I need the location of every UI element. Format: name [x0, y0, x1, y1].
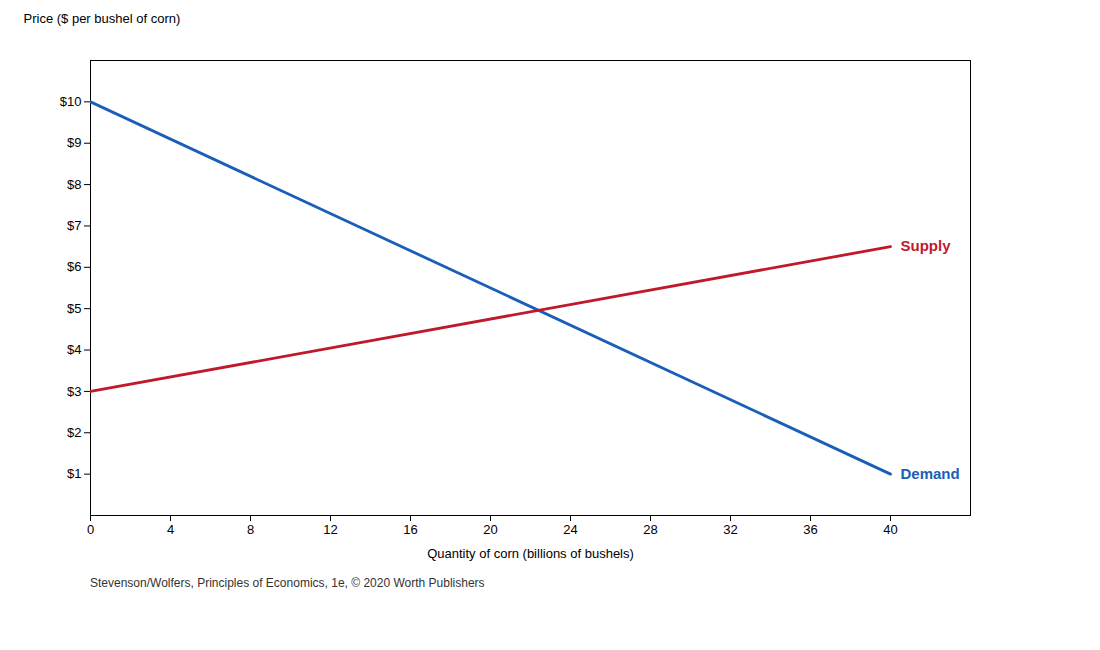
svg-text:16: 16 — [403, 522, 417, 537]
svg-text:$10: $10 — [60, 94, 82, 109]
svg-text:$5: $5 — [67, 301, 81, 316]
svg-text:24: 24 — [563, 522, 577, 537]
svg-text:36: 36 — [803, 522, 817, 537]
svg-text:40: 40 — [883, 522, 897, 537]
svg-text:0: 0 — [87, 522, 94, 537]
svg-text:28: 28 — [643, 522, 657, 537]
svg-text:8: 8 — [247, 522, 254, 537]
svg-text:32: 32 — [723, 522, 737, 537]
html-text:Stevenson/Wolfers, Principles: Stevenson/Wolfers, Principles of Economi… — [90, 576, 485, 590]
svg-text:$9: $9 — [67, 135, 81, 150]
svg-text:20: 20 — [483, 522, 497, 537]
svg-text:12: 12 — [323, 522, 337, 537]
svg-text:4: 4 — [167, 522, 174, 537]
svg-text:$1: $1 — [67, 466, 81, 481]
svg-text:Quantity of corn (billions of: Quantity of corn (billions of bushels) — [427, 546, 634, 561]
svg-text:$2: $2 — [67, 425, 81, 440]
svg-text:Price ($ per bushel of corn): Price ($ per bushel of corn) — [24, 11, 181, 26]
svg-text:$7: $7 — [67, 218, 81, 233]
svg-text:$8: $8 — [67, 177, 81, 192]
svg-text:$6: $6 — [67, 259, 81, 274]
svg-text:Supply: Supply — [901, 237, 952, 254]
svg-text:$4: $4 — [67, 342, 81, 357]
svg-text:Demand: Demand — [901, 465, 960, 482]
svg-text:$3: $3 — [67, 384, 81, 399]
